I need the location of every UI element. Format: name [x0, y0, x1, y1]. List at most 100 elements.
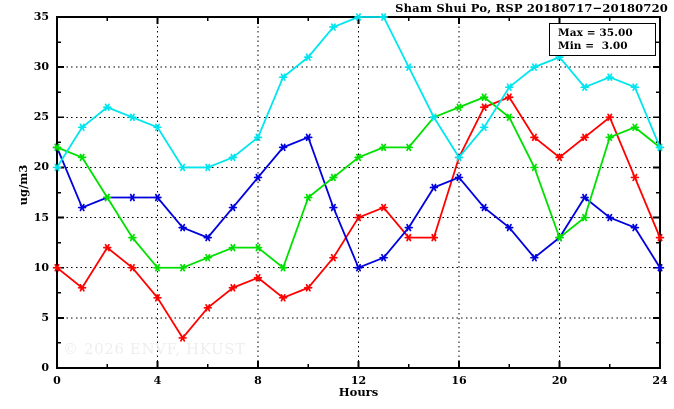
y-tick-label: 30 [33, 60, 49, 74]
data-point-marker [52, 143, 62, 152]
data-point-marker [505, 83, 514, 91]
data-point-marker [228, 243, 238, 252]
data-point-marker [203, 253, 212, 262]
min-label: Min = 3.00 [558, 40, 628, 52]
data-point-marker [580, 133, 589, 142]
data-point-marker [153, 193, 162, 202]
y-tick-label: 0 [41, 361, 49, 374]
x-tick-label: 24 [652, 374, 668, 387]
data-point-marker [655, 263, 665, 272]
x-tick-label: 0 [53, 374, 61, 387]
x-tick-label: 20 [551, 374, 568, 387]
series-20180719 [52, 93, 665, 272]
data-point-marker [153, 123, 162, 132]
data-point-marker [530, 133, 539, 142]
stats-legend-box: Max = 35.00 Min = 3.00 [549, 23, 656, 56]
data-point-marker [203, 304, 212, 312]
data-point-marker [102, 103, 112, 112]
data-point-marker [479, 203, 489, 212]
data-point-marker [52, 263, 62, 272]
data-point-marker [354, 153, 363, 162]
data-point-marker [52, 163, 62, 172]
data-point-marker [379, 143, 388, 152]
data-point-marker [605, 133, 615, 142]
data-point-marker [454, 103, 464, 112]
data-point-marker [354, 213, 363, 222]
data-point-marker [153, 294, 162, 302]
data-point-marker [530, 163, 539, 172]
data-point-marker [354, 263, 363, 272]
data-point-marker [530, 63, 539, 71]
data-point-marker [505, 93, 514, 102]
data-point-marker [329, 203, 338, 212]
data-point-marker [77, 123, 87, 132]
data-point-marker [605, 113, 615, 122]
data-point-marker [505, 113, 514, 122]
data-point-marker [580, 213, 589, 222]
data-point-marker [630, 83, 640, 91]
data-point-marker [178, 263, 187, 272]
data-point-marker [479, 123, 489, 132]
data-point-marker [479, 93, 489, 102]
data-point-marker [454, 153, 464, 162]
data-point-marker [253, 173, 263, 182]
data-point-marker [429, 113, 439, 122]
data-point-marker [102, 243, 112, 252]
data-point-marker [304, 283, 313, 292]
data-point-marker [555, 153, 564, 162]
y-tick-label: 5 [41, 310, 49, 324]
data-point-marker [454, 173, 464, 182]
data-point-marker [354, 13, 363, 21]
data-point-marker [253, 243, 263, 252]
data-point-marker [77, 203, 87, 212]
data-point-marker [329, 173, 338, 182]
data-point-marker [253, 133, 263, 142]
x-tick-label: 12 [350, 374, 367, 387]
series-20180720 [52, 13, 665, 172]
data-point-marker [429, 183, 439, 192]
data-point-marker [329, 253, 338, 262]
data-point-marker [429, 233, 439, 242]
y-tick-label: 20 [33, 160, 49, 174]
data-point-marker [278, 263, 288, 272]
x-tick-label: 8 [254, 374, 262, 387]
data-point-marker [530, 253, 539, 262]
data-point-marker [630, 223, 640, 232]
data-point-marker [605, 213, 615, 222]
data-point-marker [404, 143, 413, 152]
data-point-marker [128, 263, 137, 272]
y-tick-label: 35 [33, 10, 49, 23]
data-point-marker [278, 294, 288, 302]
data-point-marker [77, 153, 87, 162]
data-point-marker [479, 103, 489, 112]
data-point-marker [630, 173, 640, 182]
data-point-marker [278, 143, 288, 152]
chart-title: Sham Shui Po, RSP 20180717−20180720 [395, 1, 668, 15]
data-point-marker [580, 83, 589, 91]
max-label: Max = 35.00 [558, 27, 633, 39]
data-point-marker [278, 73, 288, 81]
data-point-marker [178, 163, 187, 172]
data-point-marker [655, 233, 665, 242]
data-point-marker [555, 233, 564, 242]
data-point-marker [304, 53, 313, 61]
data-point-marker [379, 253, 388, 262]
x-tick-label: 4 [153, 374, 162, 387]
data-point-marker [178, 223, 187, 232]
data-point-marker [153, 263, 162, 272]
data-point-marker [128, 193, 137, 202]
x-tick-label: 16 [451, 374, 467, 387]
data-point-marker [203, 163, 212, 172]
data-point-marker [379, 13, 388, 21]
data-point-marker [304, 133, 313, 142]
data-point-marker [505, 223, 514, 232]
data-point-marker [329, 23, 338, 31]
data-point-marker [128, 233, 137, 242]
data-point-marker [404, 223, 413, 232]
series-20180718 [52, 133, 665, 272]
data-point-marker [228, 153, 238, 162]
data-point-marker [228, 203, 238, 212]
data-point-marker [253, 273, 263, 282]
